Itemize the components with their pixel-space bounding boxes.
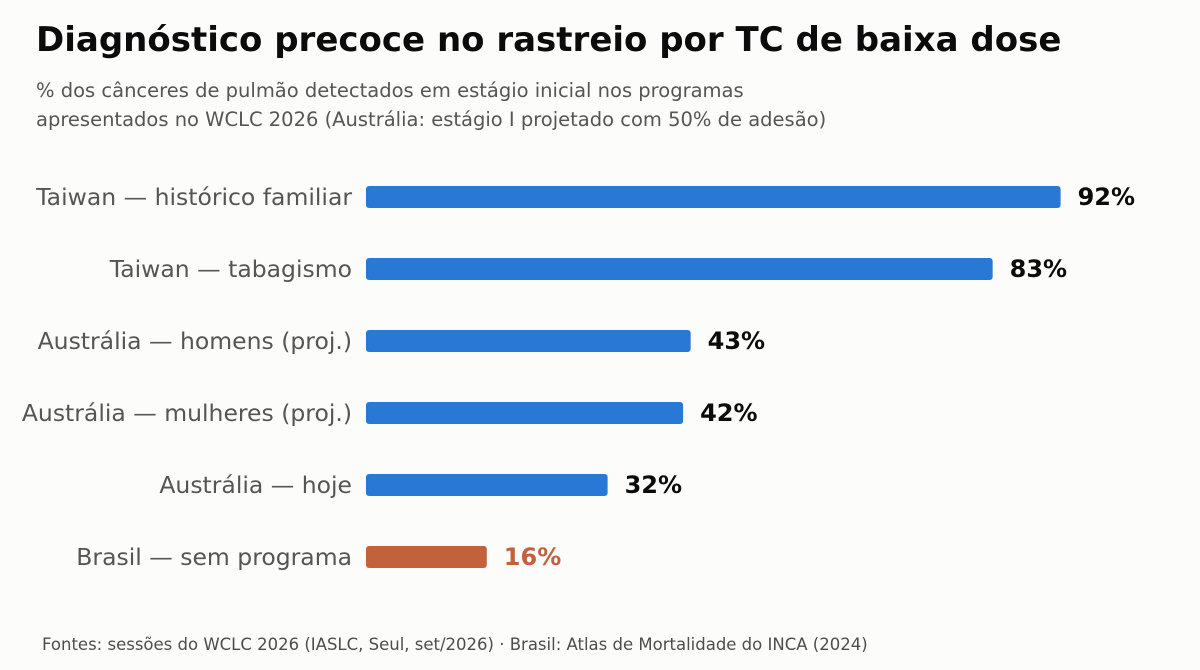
value-label-australia-hoje: 32% <box>625 471 682 499</box>
bar-taiwan-historico-familiar <box>366 186 1061 208</box>
chart-title: Diagnóstico precoce no rastreio por TC d… <box>36 20 1062 60</box>
category-label-australia-mulheres-proj: Austrália — mulheres (proj.) <box>22 399 352 427</box>
value-label-taiwan-historico-familiar: 92% <box>1078 183 1135 211</box>
source-note: Fontes: sessões do WCLC 2026 (IASLC, Seu… <box>42 635 868 654</box>
subtitle-line-1: % dos cânceres de pulmão detectados em e… <box>36 79 744 102</box>
category-label-brasil-sem-programa: Brasil — sem programa <box>76 543 352 571</box>
chart-subtitle: % dos cânceres de pulmão detectados em e… <box>36 76 826 134</box>
value-label-australia-mulheres-proj: 42% <box>700 399 757 427</box>
value-label-brasil-sem-programa: 16% <box>504 543 561 571</box>
bar-brasil-sem-programa <box>366 546 487 568</box>
value-label-australia-homens-proj: 43% <box>708 327 765 355</box>
category-label-taiwan-tabagismo: Taiwan — tabagismo <box>109 255 352 283</box>
value-label-taiwan-tabagismo: 83% <box>1010 255 1067 283</box>
category-label-taiwan-historico-familiar: Taiwan — histórico familiar <box>35 183 352 211</box>
bar-australia-hoje <box>366 474 608 496</box>
subtitle-line-2: apresentados no WCLC 2026 (Austrália: es… <box>36 108 827 131</box>
category-label-australia-homens-proj: Austrália — homens (proj.) <box>38 327 352 355</box>
bar-australia-mulheres-proj <box>366 402 684 424</box>
bar-taiwan-tabagismo <box>366 258 993 280</box>
category-label-australia-hoje: Austrália — hoje <box>159 471 352 499</box>
bar-australia-homens-proj <box>366 330 691 352</box>
